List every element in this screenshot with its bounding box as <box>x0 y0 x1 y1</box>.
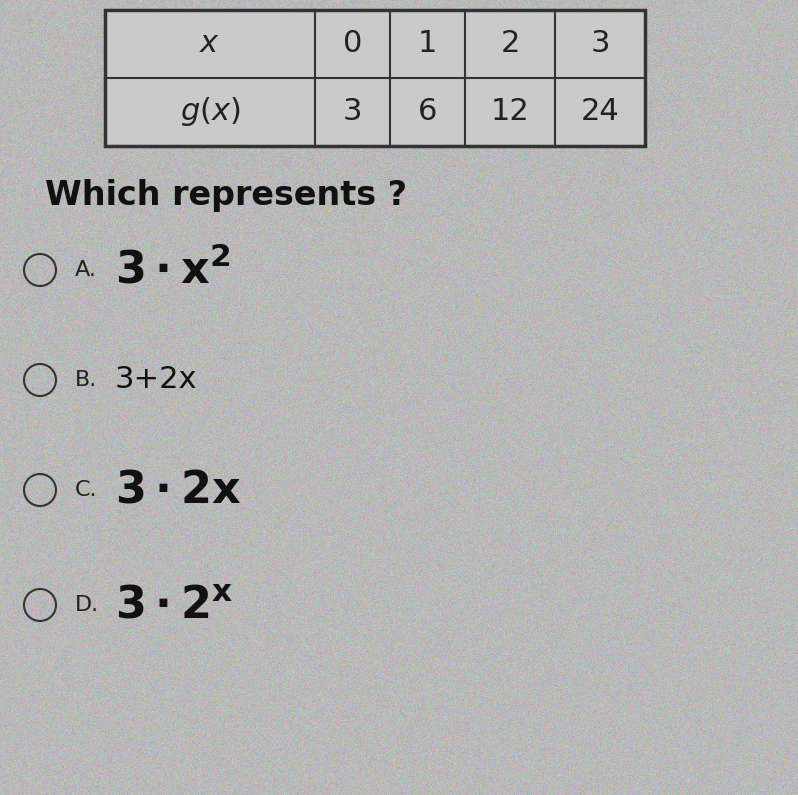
Text: 3: 3 <box>343 98 362 126</box>
Text: $\mathbf{3 \cdot 2x}$: $\mathbf{3 \cdot 2x}$ <box>115 468 241 511</box>
Text: 3: 3 <box>591 29 610 59</box>
Text: $g(x)$: $g(x)$ <box>180 95 240 129</box>
Text: 2: 2 <box>500 29 519 59</box>
Text: C.: C. <box>75 480 97 500</box>
Bar <box>105 10 645 146</box>
Text: $x$: $x$ <box>200 29 220 59</box>
Text: 1: 1 <box>418 29 437 59</box>
Text: 3+2x: 3+2x <box>115 366 197 394</box>
Text: 6: 6 <box>418 98 437 126</box>
Text: $\mathbf{3 \cdot 2^x}$: $\mathbf{3 \cdot 2^x}$ <box>115 584 233 626</box>
Text: 24: 24 <box>581 98 619 126</box>
Text: B.: B. <box>75 370 97 390</box>
Bar <box>105 10 645 146</box>
Text: 12: 12 <box>491 98 529 126</box>
Text: Which represents ?: Which represents ? <box>45 179 407 211</box>
Text: D.: D. <box>75 595 99 615</box>
Text: 0: 0 <box>343 29 362 59</box>
Text: $\mathbf{3 \cdot x^2}$: $\mathbf{3 \cdot x^2}$ <box>115 248 231 293</box>
Text: A.: A. <box>75 260 97 280</box>
